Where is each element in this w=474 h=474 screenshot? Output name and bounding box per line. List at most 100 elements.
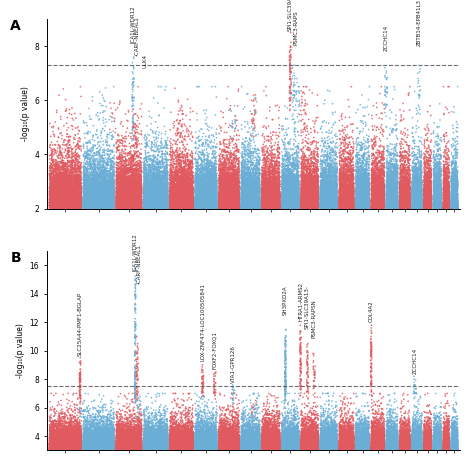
Point — [114, 440, 122, 447]
Point — [239, 194, 246, 202]
Point — [176, 422, 183, 430]
Point — [317, 443, 324, 450]
Point — [109, 439, 117, 447]
Point — [356, 443, 363, 450]
Point — [378, 190, 385, 198]
Point — [173, 436, 181, 443]
Point — [109, 201, 117, 208]
Point — [302, 186, 310, 194]
Point — [202, 433, 210, 441]
Point — [361, 205, 369, 212]
Point — [289, 442, 297, 450]
Point — [193, 200, 201, 207]
Point — [251, 193, 258, 201]
Point — [219, 442, 226, 450]
Point — [415, 441, 423, 448]
Point — [314, 201, 322, 208]
Point — [342, 438, 350, 446]
Point — [218, 446, 225, 453]
Point — [353, 184, 361, 191]
Point — [61, 197, 68, 204]
Point — [264, 191, 271, 199]
Point — [374, 436, 382, 444]
Point — [273, 442, 280, 449]
Point — [370, 204, 377, 212]
Point — [205, 432, 213, 440]
Point — [227, 418, 234, 426]
Point — [197, 201, 205, 209]
Point — [266, 156, 273, 164]
Point — [217, 188, 224, 195]
Point — [215, 203, 223, 210]
Point — [116, 203, 124, 210]
Point — [90, 445, 98, 452]
Point — [432, 441, 440, 448]
Point — [443, 441, 450, 449]
Point — [313, 182, 320, 190]
Point — [228, 160, 236, 167]
Point — [449, 439, 456, 447]
Point — [85, 444, 93, 451]
Point — [169, 442, 177, 449]
Point — [115, 446, 122, 453]
Point — [338, 180, 346, 188]
Point — [344, 445, 352, 453]
Point — [168, 442, 176, 450]
Point — [283, 156, 291, 164]
Point — [411, 180, 419, 187]
Point — [107, 440, 115, 448]
Point — [97, 194, 105, 201]
Point — [278, 203, 286, 211]
Point — [60, 192, 67, 200]
Point — [336, 446, 343, 453]
Point — [229, 433, 237, 441]
Point — [265, 176, 273, 184]
Point — [283, 193, 291, 201]
Point — [441, 203, 448, 211]
Point — [76, 446, 83, 453]
Point — [106, 434, 113, 442]
Point — [131, 195, 138, 202]
Point — [175, 441, 183, 449]
Point — [184, 408, 191, 416]
Point — [202, 181, 210, 189]
Point — [68, 446, 76, 453]
Point — [293, 197, 301, 205]
Point — [82, 170, 90, 178]
Point — [210, 381, 218, 388]
Point — [55, 175, 63, 183]
Point — [345, 172, 352, 179]
Point — [339, 199, 346, 206]
Point — [293, 438, 301, 446]
Point — [154, 157, 161, 165]
Point — [185, 446, 193, 454]
Point — [424, 197, 431, 205]
Point — [333, 442, 340, 450]
Point — [152, 435, 160, 443]
Point — [201, 401, 209, 409]
Point — [287, 434, 295, 442]
Point — [122, 441, 129, 448]
Point — [347, 436, 355, 444]
Point — [74, 197, 82, 204]
Point — [322, 443, 329, 450]
Point — [443, 439, 450, 447]
Point — [375, 447, 383, 454]
Point — [405, 412, 412, 420]
Point — [143, 417, 151, 425]
Point — [360, 199, 367, 207]
Point — [185, 199, 193, 207]
Point — [342, 446, 350, 454]
Point — [326, 439, 334, 447]
Point — [230, 438, 237, 445]
Point — [119, 444, 127, 452]
Point — [267, 201, 275, 209]
Point — [72, 195, 79, 203]
Point — [303, 441, 311, 448]
Point — [409, 204, 416, 211]
Point — [349, 198, 357, 205]
Point — [376, 202, 384, 210]
Point — [50, 173, 57, 181]
Point — [324, 438, 331, 446]
Point — [164, 442, 171, 449]
